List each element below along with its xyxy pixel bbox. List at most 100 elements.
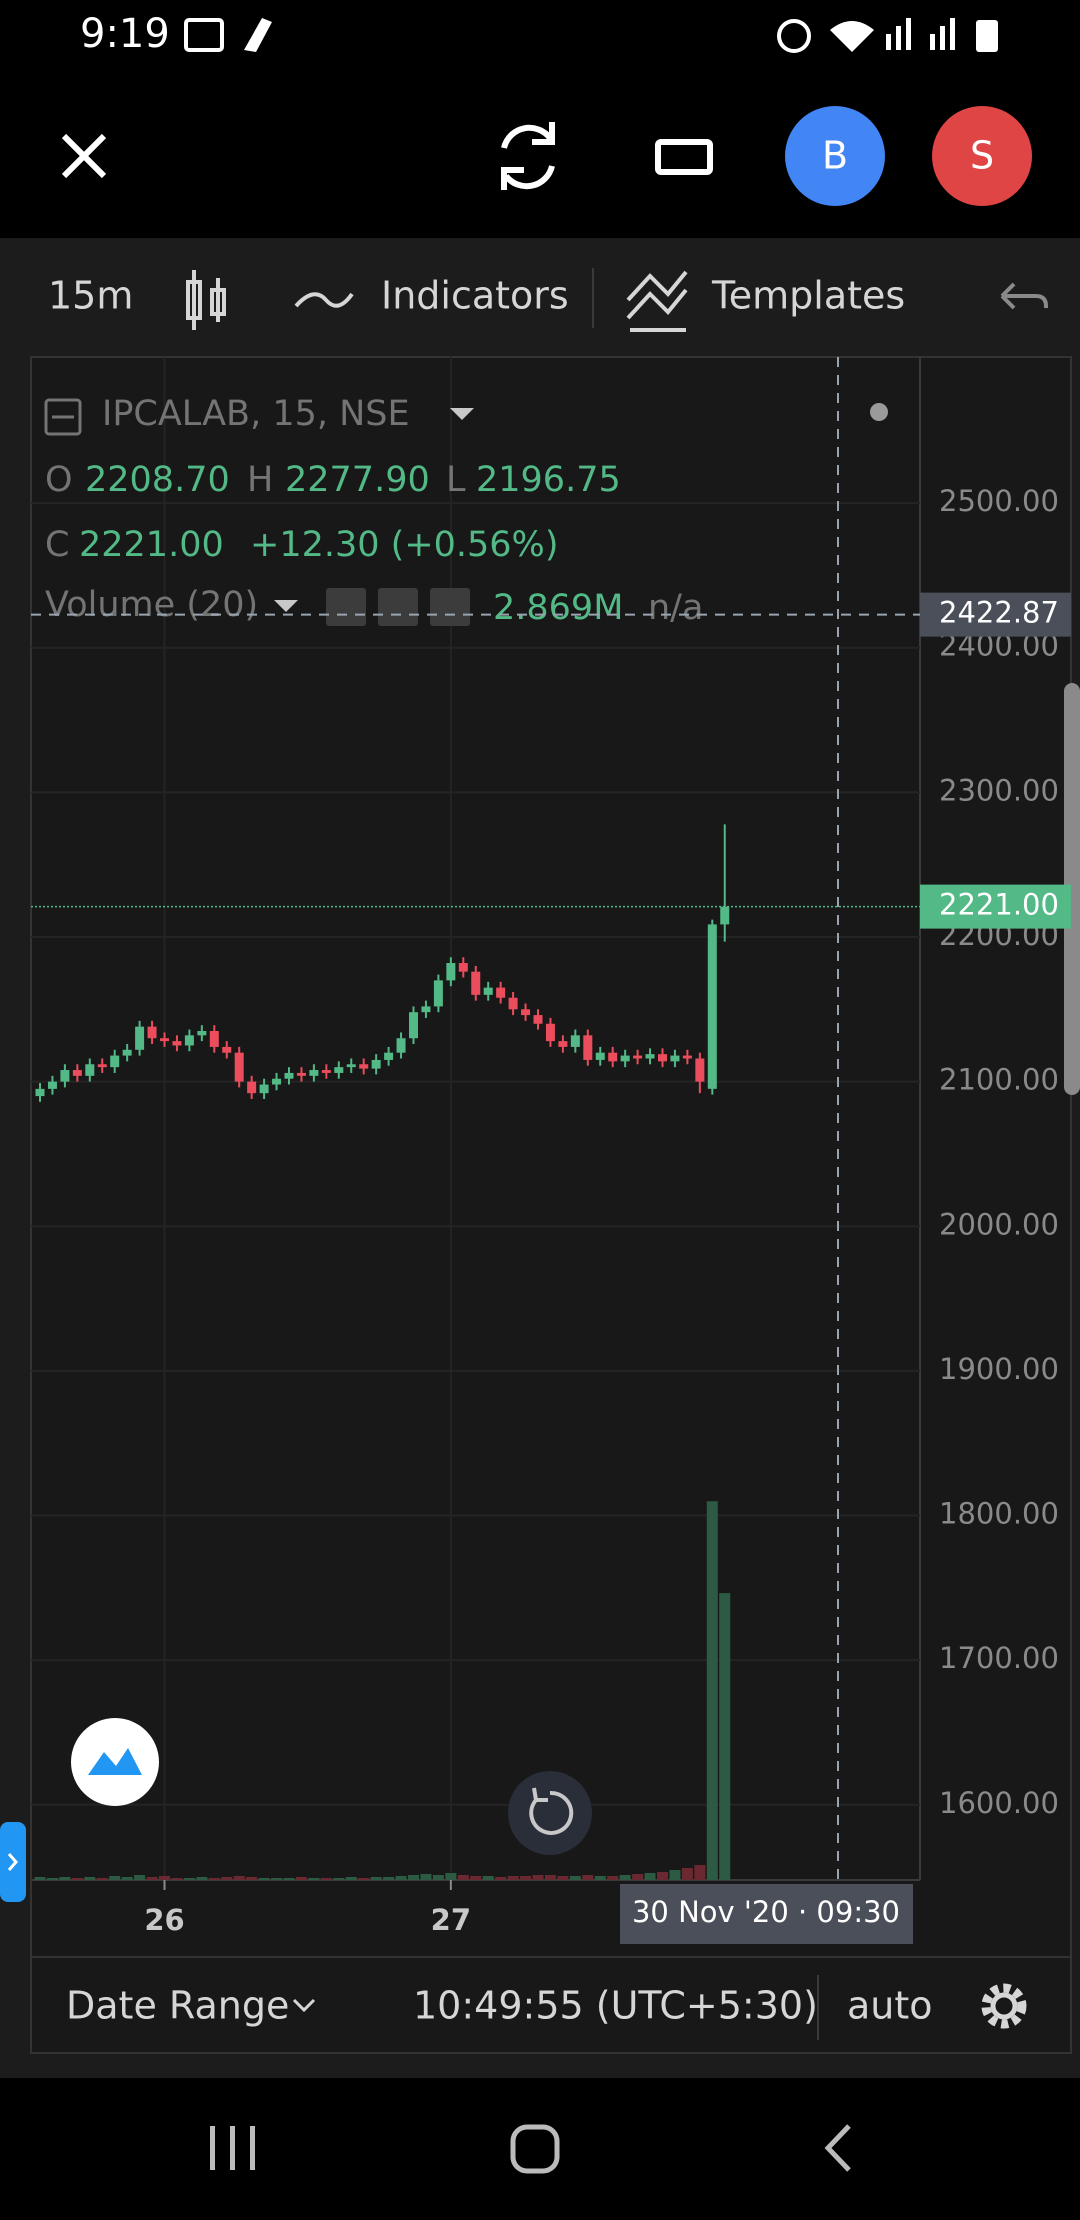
candle-body [707,924,717,1089]
candle-body [396,1038,406,1053]
templates-icon[interactable] [626,270,688,332]
volume-bar [457,1875,469,1880]
scroll-handle[interactable] [1064,683,1080,1095]
candle-body [60,1070,70,1082]
volume-bar [308,1878,320,1880]
candle-body [682,1055,692,1059]
candle-body [483,987,493,995]
candle-body [695,1058,705,1082]
symbol-menu[interactable] [450,408,474,420]
volume-ma: n/a [648,588,703,628]
candle-body [97,1064,107,1068]
volume-bar [171,1878,183,1880]
volume-bar [445,1873,457,1880]
volume-bar [208,1878,220,1880]
candle-body [222,1046,232,1053]
candle-body [545,1023,555,1042]
logo-button[interactable] [71,1718,159,1806]
candle-body [670,1055,680,1062]
volume-bar [719,1593,731,1880]
crosshair-price-box [920,592,1071,637]
volume-bar [59,1877,71,1880]
reset-button[interactable] [508,1771,592,1855]
scale-button[interactable]: auto [847,1984,933,2028]
buy-button[interactable] [785,106,885,206]
ohlc-value: 2277.90 [285,460,430,500]
side-tab-icon [7,1853,18,1871]
crosshair-time-label: 30 Nov '20 · 09:30 [632,1895,900,1929]
refresh-button[interactable] [501,122,555,190]
side-tab[interactable] [0,1822,26,1902]
candle-body [658,1054,667,1062]
layout-button[interactable] [655,139,713,175]
nav-home[interactable] [510,2124,560,2174]
chart-type-button[interactable] [186,270,226,330]
sell-button[interactable] [932,106,1032,206]
nav-recents[interactable] [210,2126,255,2170]
candle-body [471,971,481,995]
ohlc-label: L [446,460,466,500]
candle-body [160,1038,169,1042]
sell-label[interactable]: S [970,134,994,178]
y-tick-label: 1600.00 [939,1786,1059,1820]
indicators-button[interactable]: Indicators [381,274,569,318]
crosshair-time-box [620,1884,913,1944]
candle-body [122,1049,132,1056]
candle-body [110,1055,120,1068]
volume-bar [420,1874,432,1880]
candle-body [47,1081,57,1089]
date-range-button[interactable]: Date Range [66,1984,289,2028]
ohlc-label: O [45,460,73,500]
volume-bar [34,1877,46,1880]
y-tick-label: 2000.00 [939,1207,1059,1241]
volume-bar [594,1876,606,1880]
volume-bar [183,1878,195,1880]
templates-button[interactable]: Templates [711,274,905,318]
candle-body [620,1055,630,1062]
candle-body [259,1084,269,1094]
volume-bar [569,1876,581,1880]
interval-button[interactable]: 15m [48,274,133,318]
candle-body [272,1078,282,1085]
volume-bar [121,1877,133,1880]
x-tick-label: 27 [431,1903,471,1937]
volume-bar [258,1878,270,1880]
volume-bar [46,1878,58,1880]
volume-controls[interactable] [326,588,470,626]
y-tick-label: 1900.00 [939,1352,1059,1386]
candle-body [645,1054,655,1059]
buy-label[interactable]: B [822,134,848,178]
candle-body [583,1035,593,1060]
indicators-icon[interactable] [294,292,354,308]
nav-back[interactable] [824,2124,851,2172]
settings-button[interactable] [981,1983,1027,2029]
candle-body [321,1070,331,1073]
volume-bar [681,1868,693,1880]
symbol[interactable]: IPCALAB, 15, NSE [102,394,410,434]
volume-bar [333,1878,345,1880]
candle-body [209,1030,219,1047]
volume-bar [657,1872,668,1880]
candle-body [421,1006,431,1013]
volume-bar [694,1865,706,1880]
volume-bar [544,1875,556,1880]
volume-title[interactable]: Volume (20) [45,585,258,625]
volume-menu[interactable] [274,600,298,612]
chart-pane [30,356,1072,2054]
collapse-legend[interactable] [44,398,82,436]
volume-bar [221,1877,233,1880]
volume-bar [96,1878,108,1880]
volume-bar [271,1878,283,1880]
volume-value: 2.869M [493,588,623,628]
clock[interactable]: 10:49:55 (UTC+5:30) [413,1984,818,2028]
close-button[interactable] [61,133,107,179]
volume-bar [669,1870,681,1880]
volume-bar [557,1876,569,1880]
volume-bar [283,1878,295,1880]
candle-body [184,1035,194,1046]
candle-body [608,1052,618,1062]
undo-button[interactable] [1000,282,1048,310]
candle-body [234,1052,244,1082]
volume-bar [146,1877,158,1880]
